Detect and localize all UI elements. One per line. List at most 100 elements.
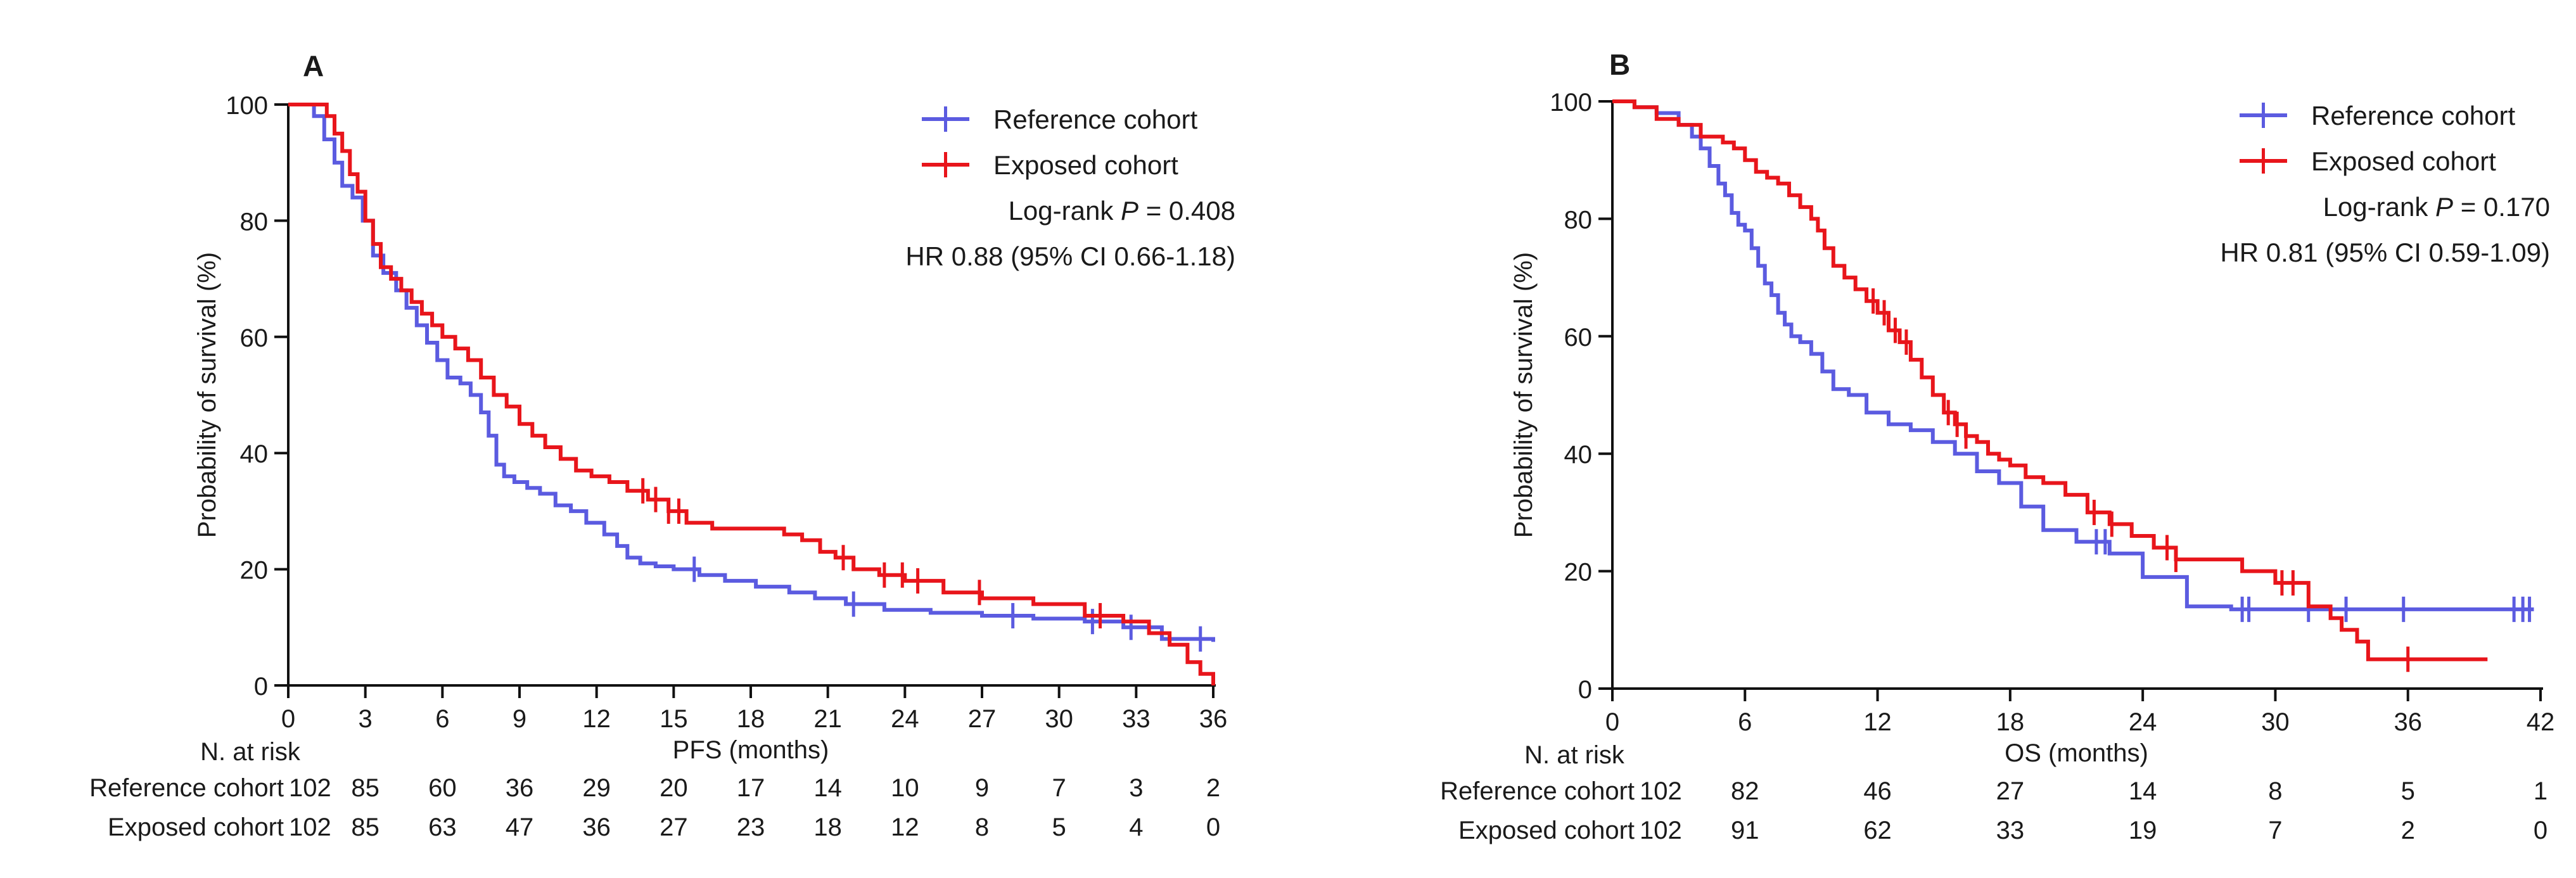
x-tick-label: 9 <box>513 705 526 733</box>
risk-value: 9 <box>975 774 989 802</box>
y-axis-label: Probability of survival (%) <box>193 252 221 538</box>
logrank-value: = 0.408 <box>1138 196 1235 226</box>
legend-label: Reference cohort <box>2311 101 2516 130</box>
x-tick-label: 0 <box>1605 708 1619 736</box>
risk-value: 62 <box>1863 817 1892 844</box>
panel-label: B <box>1609 48 1630 81</box>
risk-row-label: Reference cohort <box>89 774 284 802</box>
y-axis-label: Probability of survival (%) <box>1510 252 1538 538</box>
logrank-prefix: Log-rank <box>2323 192 2435 222</box>
x-tick-label: 15 <box>660 705 688 733</box>
y-tick-label: 40 <box>240 440 269 468</box>
x-tick-label: 36 <box>2394 708 2422 736</box>
x-tick-label: 12 <box>582 705 611 733</box>
y-tick-label: 0 <box>254 673 268 701</box>
x-tick-label: 24 <box>2129 708 2157 736</box>
x-tick-label: 30 <box>1045 705 1073 733</box>
risk-value: 17 <box>737 774 765 802</box>
risk-value: 85 <box>351 813 379 841</box>
x-tick-label: 6 <box>435 705 449 733</box>
risk-value: 18 <box>813 813 842 841</box>
y-tick-label: 100 <box>1550 89 1592 117</box>
km-curve-reference <box>288 103 1215 642</box>
x-tick-label: 42 <box>2527 708 2555 736</box>
y-tick-label: 60 <box>240 324 269 352</box>
risk-value: 1 <box>2534 777 2547 805</box>
risk-value: 4 <box>1129 813 1143 841</box>
hr-annotation: HR 0.88 (95% CI 0.66-1.18) <box>905 241 1235 271</box>
logrank-annotation: Log-rank P = 0.170 <box>2323 192 2550 222</box>
risk-table-title: N. at risk <box>200 738 301 766</box>
risk-value: 102 <box>289 774 331 802</box>
risk-value: 36 <box>506 774 534 802</box>
risk-row-label: Reference cohort <box>1440 777 1635 805</box>
y-tick-label: 60 <box>1564 324 1593 352</box>
risk-value: 23 <box>737 813 765 841</box>
risk-row-label: Exposed cohort <box>1458 817 1635 844</box>
x-axis-label: PFS (months) <box>673 736 829 764</box>
logrank-prefix: Log-rank <box>1009 196 1121 226</box>
risk-value: 19 <box>2129 817 2157 844</box>
risk-value: 12 <box>891 813 919 841</box>
risk-value: 8 <box>975 813 989 841</box>
y-tick-label: 80 <box>1564 206 1593 234</box>
x-tick-label: 33 <box>1122 705 1151 733</box>
x-axis-label: OS (months) <box>2005 739 2148 767</box>
logrank-p: P <box>2435 192 2453 222</box>
km-curve-reference <box>1612 99 2534 611</box>
risk-value: 82 <box>1731 777 1759 805</box>
risk-value: 10 <box>891 774 919 802</box>
risk-value: 27 <box>1996 777 2025 805</box>
x-tick-label: 30 <box>2261 708 2290 736</box>
risk-value: 46 <box>1863 777 1892 805</box>
risk-value: 7 <box>2268 817 2282 844</box>
risk-value: 91 <box>1731 817 1759 844</box>
risk-value: 85 <box>351 774 379 802</box>
y-tick-label: 0 <box>1578 676 1592 704</box>
x-tick-label: 36 <box>1199 705 1228 733</box>
x-tick-label: 24 <box>891 705 919 733</box>
logrank-annotation: Log-rank P = 0.408 <box>1009 196 1235 226</box>
risk-value: 14 <box>2129 777 2157 805</box>
risk-value: 2 <box>2401 817 2415 844</box>
risk-value: 5 <box>2401 777 2415 805</box>
risk-value: 29 <box>582 774 611 802</box>
risk-value: 2 <box>1206 774 1220 802</box>
risk-table-title: N. at risk <box>1524 741 1625 769</box>
hr-annotation: HR 0.81 (95% CI 0.59-1.09) <box>2220 238 2550 267</box>
x-tick-label: 6 <box>1738 708 1752 736</box>
risk-value: 27 <box>660 813 688 841</box>
x-tick-label: 0 <box>281 705 295 733</box>
legend-label: Exposed cohort <box>993 150 1178 180</box>
risk-value: 36 <box>582 813 611 841</box>
km-curve-exposed <box>288 103 1215 685</box>
risk-value: 0 <box>2534 817 2547 844</box>
risk-value: 63 <box>428 813 457 841</box>
x-tick-label: 18 <box>737 705 765 733</box>
risk-value: 7 <box>1052 774 1066 802</box>
risk-value: 8 <box>2268 777 2282 805</box>
risk-value: 5 <box>1052 813 1066 841</box>
y-tick-label: 40 <box>1564 441 1593 469</box>
y-tick-label: 20 <box>240 557 269 585</box>
x-tick-label: 21 <box>813 705 842 733</box>
risk-value: 20 <box>660 774 688 802</box>
panel-label: A <box>303 49 324 82</box>
km-curve-exposed <box>1612 99 2488 661</box>
y-tick-label: 100 <box>226 92 268 120</box>
risk-value: 14 <box>813 774 842 802</box>
x-tick-label: 27 <box>968 705 997 733</box>
risk-value: 60 <box>428 774 457 802</box>
risk-row-label: Exposed cohort <box>108 813 284 841</box>
risk-value: 0 <box>1206 813 1220 841</box>
risk-value: 47 <box>506 813 534 841</box>
legend-label: Reference cohort <box>993 105 1198 134</box>
logrank-value: = 0.170 <box>2453 192 2550 222</box>
y-tick-label: 80 <box>240 208 269 236</box>
risk-value: 102 <box>1640 817 1682 844</box>
y-tick-label: 20 <box>1564 559 1593 587</box>
